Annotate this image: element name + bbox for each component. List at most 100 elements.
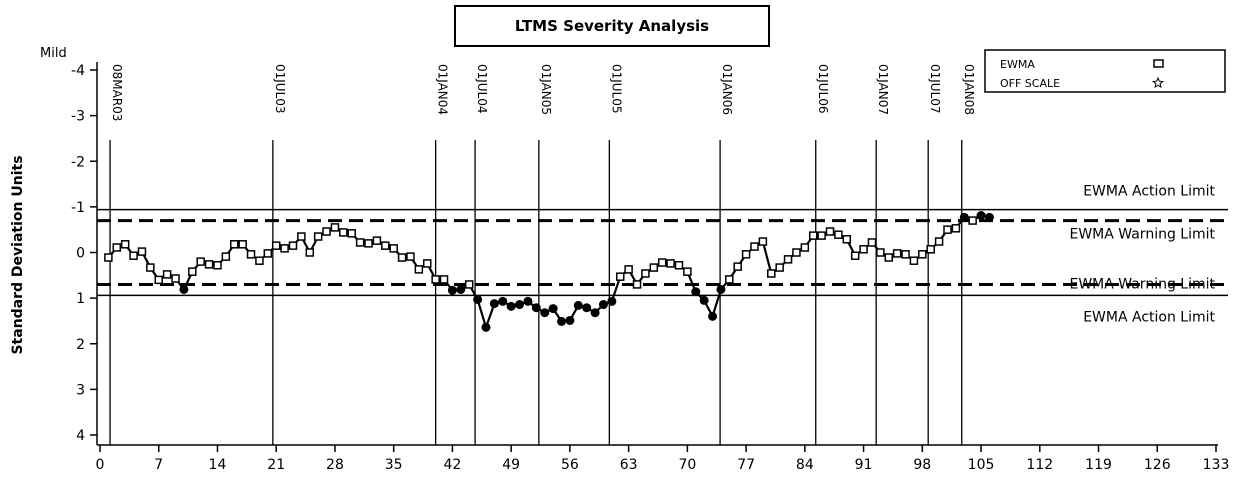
- point-out: [506, 301, 516, 311]
- reference-label: 01JAN04: [436, 64, 450, 115]
- reference-label: 01JUL03: [273, 64, 287, 114]
- point: [364, 239, 373, 248]
- legend-label: OFF SCALE: [1000, 77, 1060, 90]
- y-tick-label: 1: [76, 291, 85, 307]
- point: [859, 245, 868, 254]
- point: [934, 237, 944, 246]
- point: [288, 241, 298, 250]
- point: [263, 249, 273, 258]
- y-tick-label: -4: [71, 63, 85, 79]
- point: [767, 269, 776, 278]
- x-tick-label: 112: [1026, 457, 1053, 473]
- point: [104, 253, 113, 262]
- point: [238, 240, 247, 249]
- point-out: [515, 300, 525, 310]
- point: [926, 245, 935, 254]
- point: [204, 260, 214, 269]
- point: [246, 250, 256, 259]
- point-out: [699, 295, 709, 305]
- point-out: [590, 308, 600, 318]
- point: [750, 242, 759, 251]
- point: [171, 274, 180, 283]
- point: [422, 259, 432, 268]
- point-out: [984, 212, 994, 222]
- point: [741, 250, 751, 259]
- title-box: [454, 5, 770, 47]
- y-tick-label: 3: [76, 382, 85, 398]
- x-tick-label: 0: [96, 457, 105, 473]
- point-out: [598, 300, 608, 310]
- x-tick-label: 70: [678, 457, 696, 473]
- legend-box: [984, 49, 1226, 93]
- y-tick-label: 4: [76, 428, 85, 444]
- reference-label: 01JAN07: [876, 64, 890, 115]
- reference-label: 01JUL04: [475, 64, 489, 114]
- reference-label: 01JAN08: [962, 64, 976, 115]
- point: [876, 248, 885, 257]
- point: [137, 247, 147, 256]
- point-out: [557, 316, 567, 326]
- reference-label: 01JUL07: [928, 64, 942, 114]
- point: [632, 280, 642, 289]
- x-tick-label: 84: [796, 457, 814, 473]
- reference-label: 08MAR03: [110, 64, 124, 121]
- x-tick-label: 91: [855, 457, 873, 473]
- point-out: [573, 300, 583, 310]
- limit-label: EWMA Action Limit: [1083, 309, 1215, 325]
- x-tick-label: 56: [561, 457, 579, 473]
- point: [792, 248, 801, 257]
- x-tick-label: 21: [267, 457, 285, 473]
- point-out: [481, 322, 491, 332]
- x-tick-label: 98: [913, 457, 931, 473]
- point-out: [523, 296, 533, 306]
- point: [188, 267, 197, 276]
- point: [439, 275, 449, 284]
- legend-label: EWMA: [1000, 58, 1035, 71]
- x-tick-label: 28: [326, 457, 344, 473]
- point: [464, 280, 474, 289]
- point: [943, 225, 952, 234]
- point-out: [959, 212, 969, 222]
- point: [414, 265, 424, 274]
- point: [397, 253, 407, 262]
- x-tick-label: 119: [1085, 457, 1112, 473]
- reference-label: 01JUL06: [816, 64, 830, 114]
- point: [850, 251, 860, 260]
- y-top-label: Mild: [40, 46, 67, 61]
- point-out: [708, 311, 718, 321]
- point: [918, 250, 927, 259]
- point-out: [489, 299, 499, 309]
- point: [641, 269, 650, 278]
- point: [666, 259, 675, 268]
- x-tick-label: 63: [620, 457, 638, 473]
- point: [313, 232, 323, 241]
- point-out: [456, 284, 466, 294]
- point: [213, 261, 222, 270]
- point: [725, 275, 734, 284]
- point: [968, 216, 977, 225]
- point-out: [498, 296, 508, 306]
- y-tick-label: -1: [71, 200, 85, 216]
- x-tick-label: 14: [209, 457, 227, 473]
- point: [624, 265, 633, 274]
- reference-label: 01JAN06: [720, 64, 734, 115]
- y-tick-label: 0: [76, 246, 85, 262]
- point-out: [607, 296, 617, 306]
- point: [120, 240, 130, 249]
- point: [800, 243, 810, 252]
- point: [230, 240, 239, 249]
- point: [322, 227, 331, 236]
- point: [271, 241, 281, 250]
- x-tick-label: 35: [385, 457, 403, 473]
- point: [372, 236, 382, 245]
- x-tick-label: 126: [1144, 457, 1171, 473]
- point-out: [565, 315, 575, 325]
- point-out: [548, 304, 558, 314]
- point-out: [716, 284, 726, 294]
- point: [339, 228, 348, 237]
- point: [825, 227, 835, 236]
- point-out: [540, 308, 550, 318]
- point: [775, 263, 784, 272]
- point: [901, 250, 910, 259]
- point: [280, 244, 289, 253]
